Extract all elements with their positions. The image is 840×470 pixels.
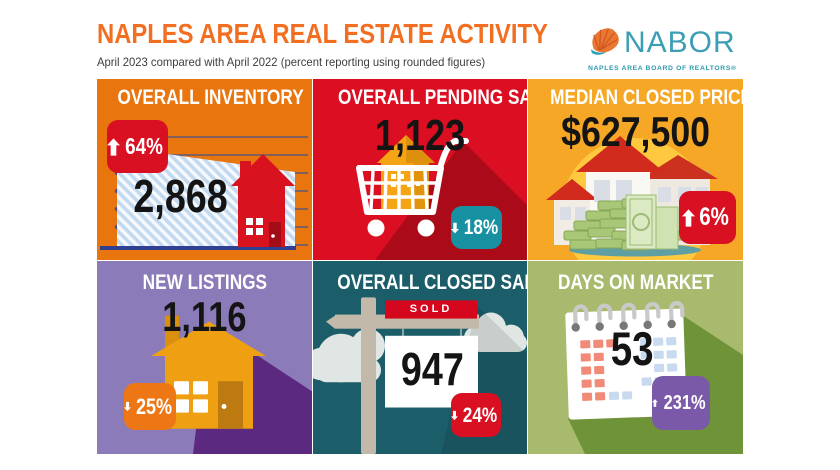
- house-icon: [151, 315, 312, 454]
- down-arrow-icon: [451, 410, 458, 420]
- scallop-shell-icon: [588, 24, 621, 62]
- logo-tagline: NAPLES AREA BOARD OF REALTORS®: [588, 65, 737, 72]
- tile-overall-pending-sales: OVERALL PENDING SALES 1,123 18%: [313, 79, 527, 260]
- tile-title: DAYS ON MARKET: [557, 271, 714, 294]
- change-badge: 25%: [124, 383, 176, 430]
- tile-title: OVERALL INVENTORY: [117, 86, 304, 109]
- nabor-logo: NABOR NAPLES AREA BOARD OF REALTORS®: [588, 24, 748, 73]
- down-arrow-icon: [451, 222, 459, 233]
- page-subtitle: April 2023 compared with April 2022 (per…: [97, 55, 486, 69]
- up-arrow-icon: [652, 399, 658, 407]
- down-arrow-icon: [124, 401, 131, 412]
- tile-median-closed-price: MEDIAN CLOSED PRICE $627,500 6%: [528, 79, 743, 260]
- tile-grid: OVERALL INVENTORY 2,868 64%: [97, 79, 745, 455]
- tile-days-on-market: DAYS ON MARKET 53 231%: [528, 261, 743, 454]
- tile-value: 1,116: [162, 293, 247, 340]
- change-badge: 64%: [107, 120, 168, 173]
- tile-new-listings: NEW LISTINGS 1,116 25%: [97, 261, 312, 454]
- house-money-illustration: [546, 136, 718, 260]
- change-badge: 24%: [451, 393, 501, 437]
- up-arrow-icon: [107, 137, 121, 156]
- tile-value: 53: [610, 322, 654, 375]
- tile-value: 1,123: [374, 111, 466, 160]
- tile-value: 947: [401, 343, 464, 395]
- area-chart-house-illustration: [100, 136, 308, 250]
- up-arrow-icon: [682, 208, 696, 227]
- tile-overall-inventory: OVERALL INVENTORY 2,868 64%: [97, 79, 312, 260]
- tile-value: $627,500: [561, 108, 710, 155]
- tile-title: MEDIAN CLOSED PRICE: [550, 86, 743, 109]
- tile-title: NEW LISTINGS: [142, 271, 267, 294]
- tile-value: 2,868: [133, 170, 229, 222]
- tile-title: OVERALL PENDING SALES: [337, 86, 527, 109]
- tile-title: OVERALL CLOSED SALES: [337, 271, 527, 294]
- page-title: NAPLES AREA REAL ESTATE ACTIVITY: [97, 18, 548, 49]
- sold-label: SOLD: [409, 303, 453, 315]
- change-badge: 6%: [679, 191, 736, 244]
- change-badge: 231%: [652, 376, 710, 430]
- change-badge: 18%: [451, 206, 502, 249]
- logo-name: NABOR: [624, 26, 736, 59]
- tile-overall-closed-sales: OVERALL CLOSED SALES SOLD 947 24%: [313, 261, 527, 454]
